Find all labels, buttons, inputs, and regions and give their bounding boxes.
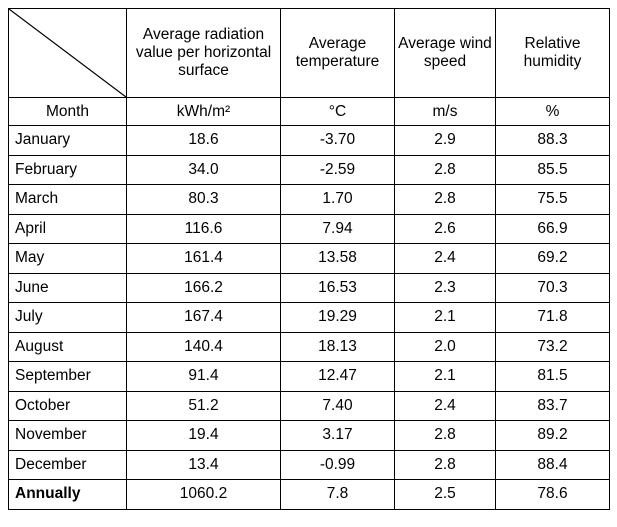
cell-radiation: 91.4: [126, 361, 281, 392]
table-row: May 161.4 13.58 2.4 69.2: [8, 243, 610, 274]
unit-wind-speed: m/s: [394, 97, 496, 126]
month-cell: October: [8, 390, 127, 421]
cell-temperature: 19.29: [280, 302, 395, 333]
cell-humidity: 83.7: [495, 390, 610, 421]
month-cell: August: [8, 331, 127, 362]
month-cell: June: [8, 272, 127, 303]
cell-radiation: 1060.2: [126, 479, 281, 510]
corner-cell: [8, 8, 127, 98]
cell-humidity: 75.5: [495, 184, 610, 215]
cell-radiation: 167.4: [126, 302, 281, 333]
cell-temperature: 12.47: [280, 361, 395, 392]
header-row: Average radiation value per horizontal s…: [8, 8, 610, 98]
cell-wind-speed: 2.8: [394, 154, 496, 185]
cell-temperature: -2.59: [280, 154, 395, 185]
cell-radiation: 140.4: [126, 331, 281, 362]
climate-table-container: Average radiation value per horizontal s…: [8, 8, 610, 510]
unit-radiation: kWh/m²: [126, 97, 281, 126]
month-cell: December: [8, 449, 127, 480]
table-row: August 140.4 18.13 2.0 73.2: [8, 331, 610, 362]
cell-wind-speed: 2.1: [394, 361, 496, 392]
cell-humidity: 89.2: [495, 420, 610, 451]
cell-radiation: 116.6: [126, 213, 281, 244]
month-label: Month: [8, 97, 127, 126]
header-radiation: Average radiation value per horizontal s…: [126, 8, 281, 98]
table-row: June 166.2 16.53 2.3 70.3: [8, 272, 610, 303]
cell-humidity: 81.5: [495, 361, 610, 392]
climate-table: Average radiation value per horizontal s…: [8, 8, 610, 510]
cell-humidity: 78.6: [495, 479, 610, 510]
month-cell: September: [8, 361, 127, 392]
table-row: February 34.0 -2.59 2.8 85.5: [8, 154, 610, 185]
table-row: March 80.3 1.70 2.8 75.5: [8, 184, 610, 215]
cell-wind-speed: 2.3: [394, 272, 496, 303]
cell-wind-speed: 2.8: [394, 449, 496, 480]
cell-wind-speed: 2.9: [394, 125, 496, 156]
cell-temperature: -3.70: [280, 125, 395, 156]
cell-wind-speed: 2.4: [394, 390, 496, 421]
cell-wind-speed: 2.8: [394, 184, 496, 215]
cell-wind-speed: 2.6: [394, 213, 496, 244]
header-humidity: Relative humidity: [495, 8, 610, 98]
cell-temperature: 7.40: [280, 390, 395, 421]
cell-radiation: 51.2: [126, 390, 281, 421]
cell-radiation: 13.4: [126, 449, 281, 480]
diagonal-line: [9, 9, 126, 97]
month-cell: November: [8, 420, 127, 451]
cell-radiation: 19.4: [126, 420, 281, 451]
units-row: Month kWh/m² °C m/s %: [8, 97, 610, 126]
cell-wind-speed: 2.1: [394, 302, 496, 333]
header-wind-speed: Average wind speed: [394, 8, 496, 98]
month-cell: March: [8, 184, 127, 215]
header-temperature: Average temperature: [280, 8, 395, 98]
cell-radiation: 166.2: [126, 272, 281, 303]
month-cell: February: [8, 154, 127, 185]
table-row: September 91.4 12.47 2.1 81.5: [8, 361, 610, 392]
cell-temperature: 1.70: [280, 184, 395, 215]
cell-wind-speed: 2.8: [394, 420, 496, 451]
cell-temperature: -0.99: [280, 449, 395, 480]
cell-humidity: 88.4: [495, 449, 610, 480]
total-label: Annually: [8, 479, 127, 510]
cell-temperature: 3.17: [280, 420, 395, 451]
table-row: January 18.6 -3.70 2.9 88.3: [8, 125, 610, 156]
cell-temperature: 13.58: [280, 243, 395, 274]
cell-humidity: 66.9: [495, 213, 610, 244]
cell-temperature: 16.53: [280, 272, 395, 303]
table-row: December 13.4 -0.99 2.8 88.4: [8, 449, 610, 480]
month-cell: January: [8, 125, 127, 156]
unit-humidity: %: [495, 97, 610, 126]
cell-radiation: 161.4: [126, 243, 281, 274]
cell-radiation: 80.3: [126, 184, 281, 215]
month-cell: July: [8, 302, 127, 333]
unit-temperature: °C: [280, 97, 395, 126]
cell-humidity: 85.5: [495, 154, 610, 185]
cell-temperature: 7.8: [280, 479, 395, 510]
cell-wind-speed: 2.5: [394, 479, 496, 510]
cell-radiation: 18.6: [126, 125, 281, 156]
month-cell: April: [8, 213, 127, 244]
table-row: November 19.4 3.17 2.8 89.2: [8, 420, 610, 451]
cell-radiation: 34.0: [126, 154, 281, 185]
cell-wind-speed: 2.0: [394, 331, 496, 362]
cell-humidity: 73.2: [495, 331, 610, 362]
cell-humidity: 69.2: [495, 243, 610, 274]
table-row: July 167.4 19.29 2.1 71.8: [8, 302, 610, 333]
cell-temperature: 18.13: [280, 331, 395, 362]
cell-humidity: 70.3: [495, 272, 610, 303]
total-row: Annually 1060.2 7.8 2.5 78.6: [8, 479, 610, 510]
table-row: October 51.2 7.40 2.4 83.7: [8, 390, 610, 421]
table-row: April 116.6 7.94 2.6 66.9: [8, 213, 610, 244]
cell-humidity: 88.3: [495, 125, 610, 156]
cell-temperature: 7.94: [280, 213, 395, 244]
month-cell: May: [8, 243, 127, 274]
cell-wind-speed: 2.4: [394, 243, 496, 274]
cell-humidity: 71.8: [495, 302, 610, 333]
